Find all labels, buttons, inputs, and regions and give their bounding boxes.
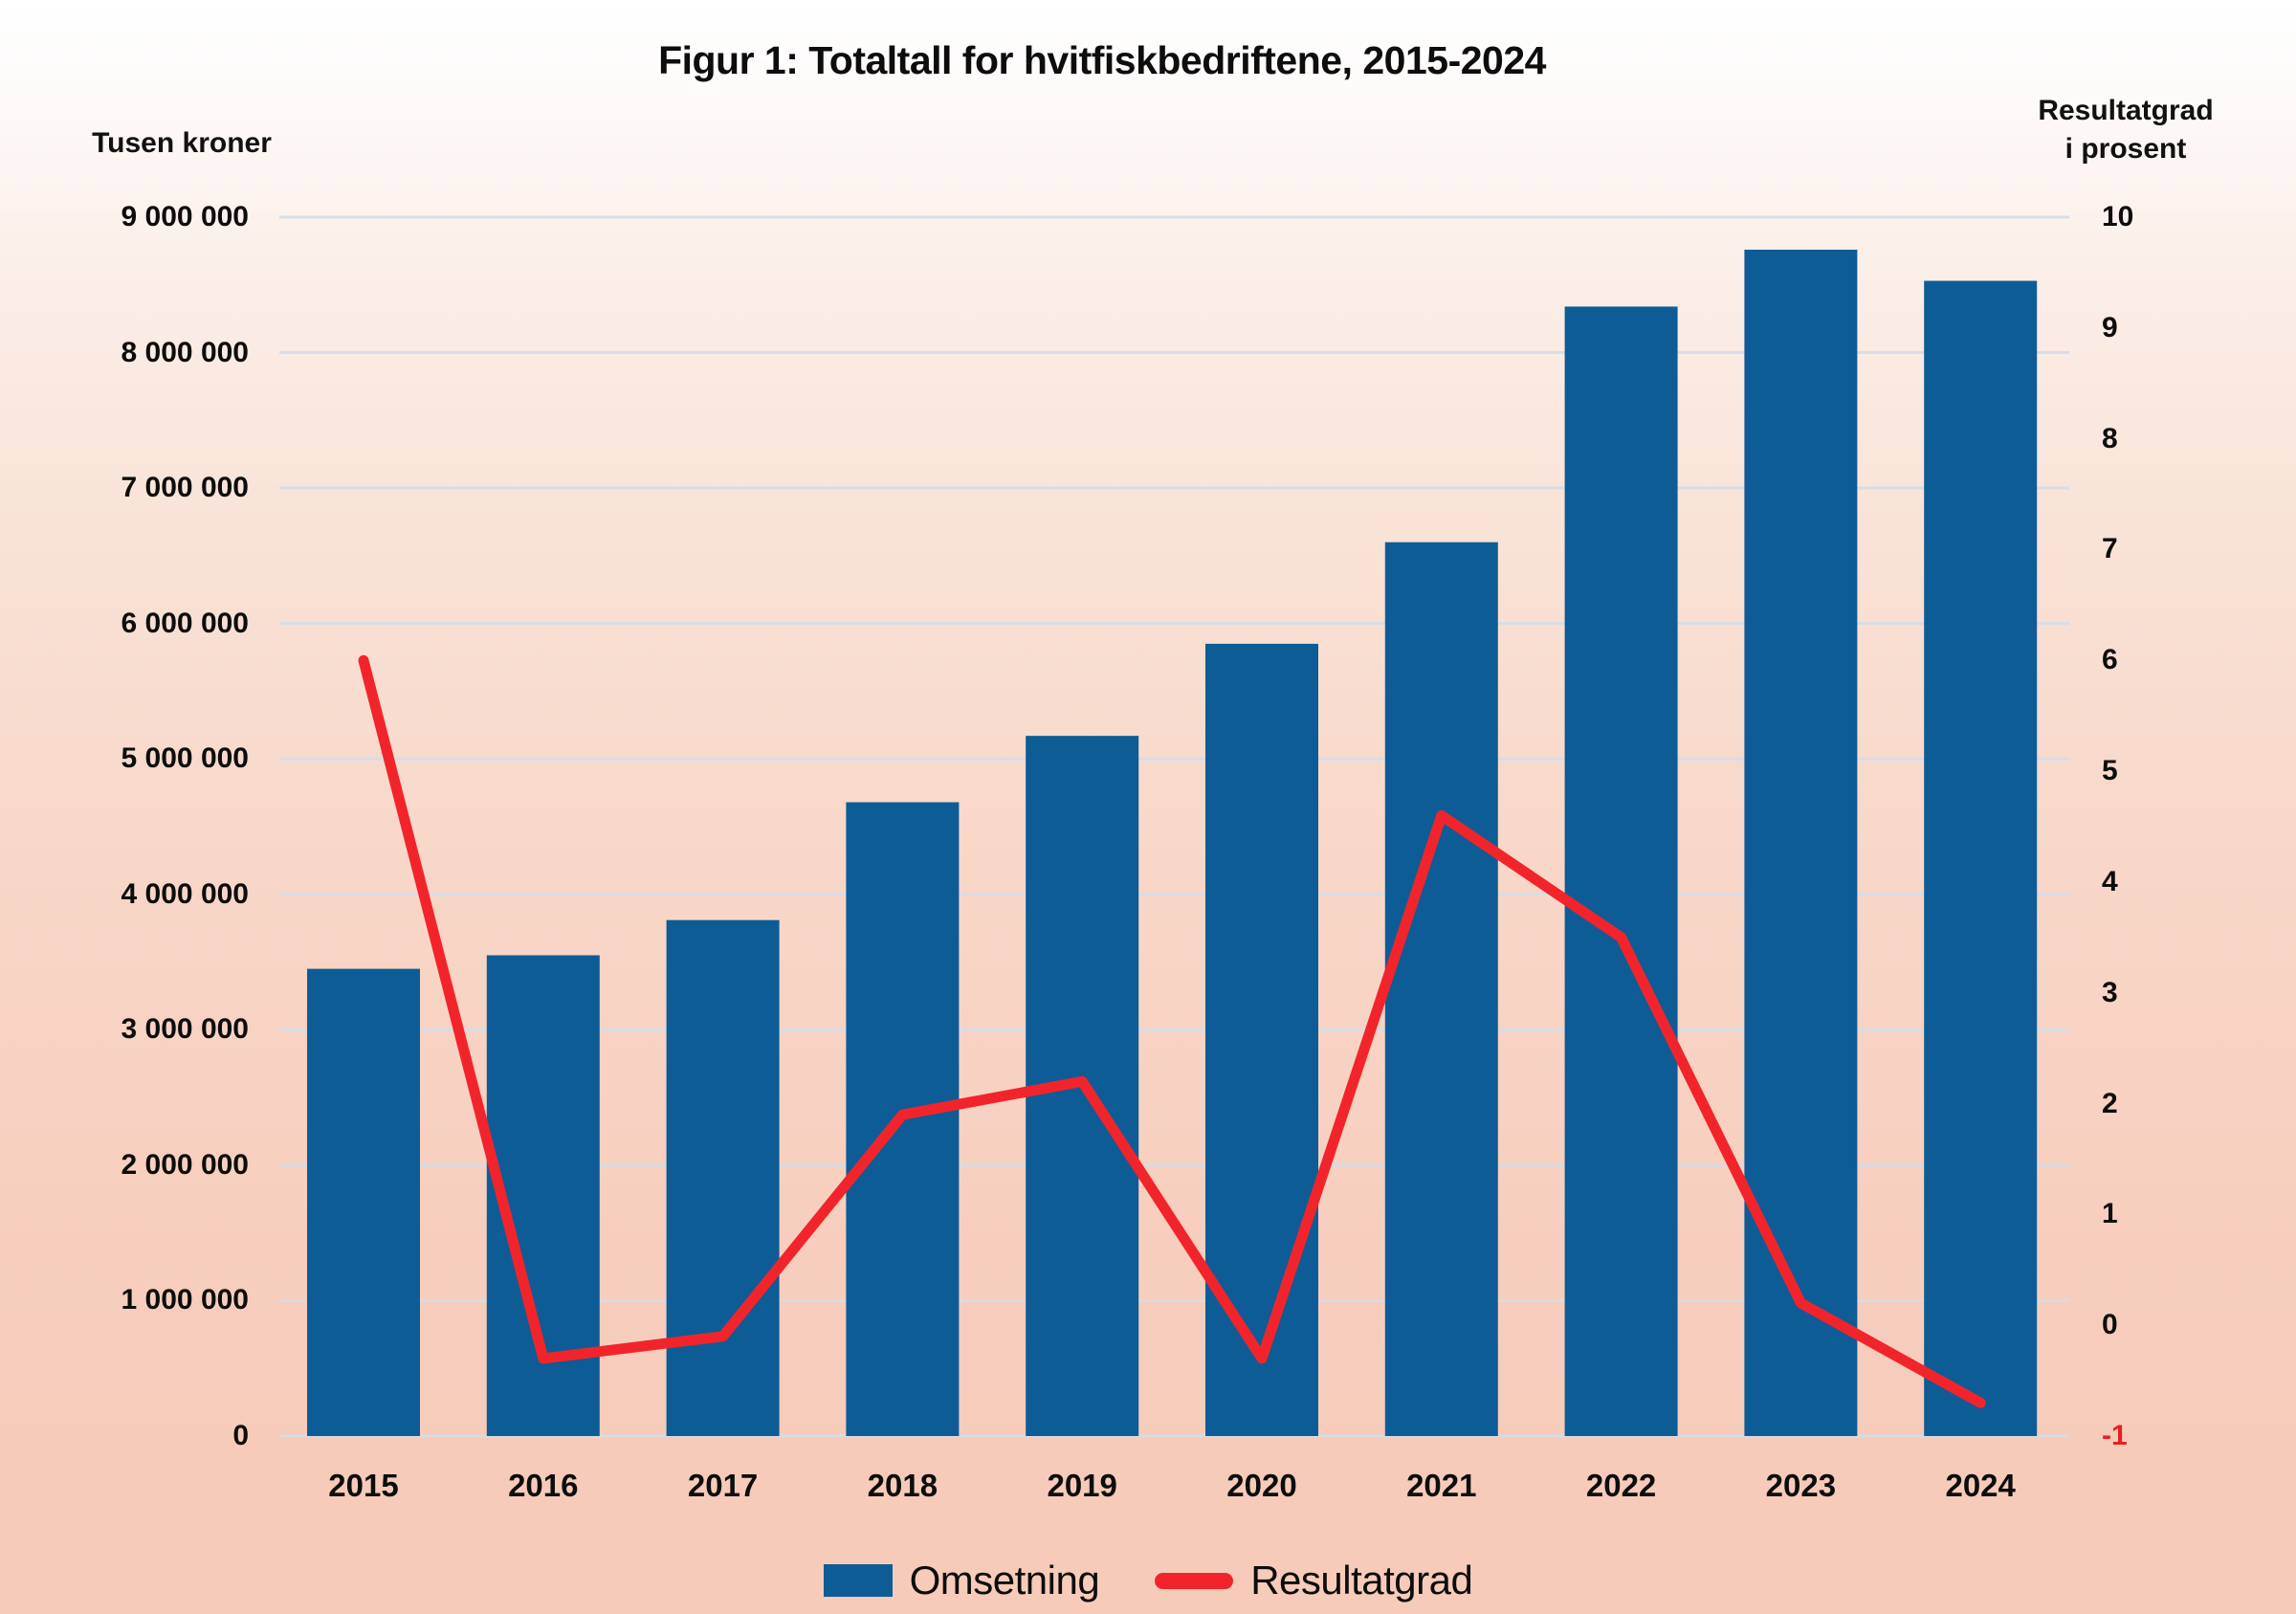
plot-area	[279, 215, 2069, 1438]
legend-label-resultatgrad: Resultatgrad	[1250, 1558, 1473, 1603]
legend-bar-swatch	[823, 1564, 893, 1597]
x-label-2021: 2021	[1406, 1468, 1477, 1503]
left-tick-3000000: 3 000 000	[121, 1013, 249, 1046]
right-tick-8: 8	[2102, 422, 2118, 454]
legend-line-swatch	[1155, 1572, 1234, 1589]
right-axis-title-line1: Resultatgrad	[2038, 95, 2214, 126]
legend-item-resultatgrad: Resultatgrad	[1155, 1558, 1473, 1603]
left-tick-9000000: 9 000 000	[121, 201, 249, 232]
right-tick-5: 5	[2102, 755, 2118, 787]
right-tick-1: 1	[2102, 1198, 2118, 1230]
bar-2021	[1384, 542, 1498, 1436]
left-axis-title: Tusen kroner	[92, 127, 272, 159]
x-label-2017: 2017	[687, 1468, 759, 1503]
right-tick-3: 3	[2102, 976, 2118, 1008]
bar-2020	[1205, 643, 1318, 1436]
right-tick-0: 0	[2102, 1309, 2118, 1341]
right-tick--1: -1	[2102, 1420, 2128, 1451]
right-tick-4: 4	[2102, 865, 2118, 897]
left-tick-4000000: 4 000 000	[121, 877, 249, 910]
right-axis-title-line2: i prosent	[2064, 133, 2187, 165]
x-label-2022: 2022	[1585, 1468, 1657, 1503]
legend: Omsetning Resultatgrad	[0, 1552, 2296, 1609]
right-tick-9: 9	[2102, 311, 2118, 343]
x-label-2018: 2018	[867, 1468, 938, 1503]
left-tick-8000000: 8 000 000	[121, 336, 249, 368]
left-tick-0: 0	[232, 1420, 249, 1451]
legend-label-omsetning: Omsetning	[909, 1558, 1100, 1603]
chart-title: Figur 1: Totaltall for hvitfiskbedriften…	[658, 38, 1546, 82]
bar-2023	[1744, 249, 1858, 1436]
legend-item-omsetning: Omsetning	[823, 1558, 1100, 1603]
right-axis-title: Resultatgrad i prosent	[1984, 92, 2267, 168]
bar-2024	[1924, 280, 2038, 1436]
right-tick-6: 6	[2102, 644, 2118, 676]
x-label-2020: 2020	[1226, 1468, 1297, 1503]
left-tick-7000000: 7 000 000	[121, 472, 249, 504]
x-label-2024: 2024	[1945, 1468, 2016, 1503]
right-tick-7: 7	[2102, 533, 2118, 565]
x-label-2015: 2015	[328, 1468, 399, 1503]
bar-2017	[666, 919, 780, 1436]
right-tick-10: 10	[2102, 201, 2134, 232]
left-tick-5000000: 5 000 000	[121, 742, 249, 775]
x-label-2019: 2019	[1047, 1468, 1117, 1503]
x-label-2023: 2023	[1765, 1468, 1837, 1503]
left-tick-2000000: 2 000 000	[121, 1148, 249, 1181]
chart-canvas	[279, 215, 2069, 1438]
left-tick-1000000: 1 000 000	[121, 1284, 249, 1316]
left-tick-6000000: 6 000 000	[121, 607, 249, 639]
resultatgrad-line	[358, 654, 1986, 1408]
bar-2015	[307, 968, 420, 1436]
bar-2022	[1564, 306, 1678, 1437]
right-tick-2: 2	[2102, 1087, 2118, 1119]
x-label-2016: 2016	[508, 1468, 579, 1503]
